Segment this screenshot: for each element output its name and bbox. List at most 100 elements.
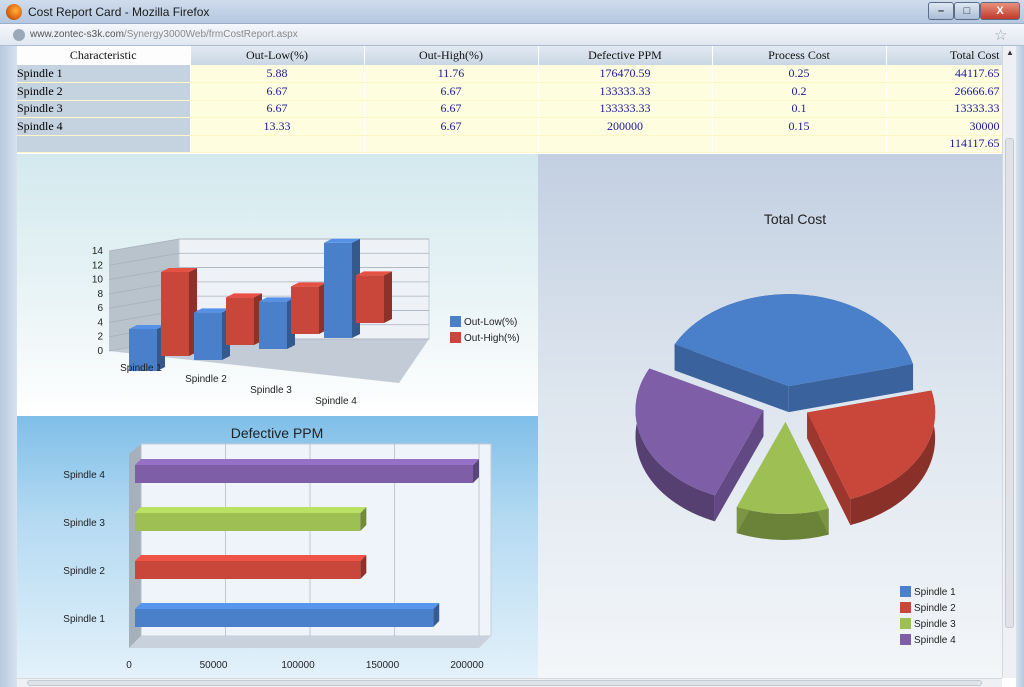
table-cell: 6.67 [190, 100, 365, 118]
bar-out-high [161, 272, 189, 356]
bar-defective-ppm-end [433, 603, 440, 627]
window-titlebar: Cost Report Card - Mozilla Firefox – □ X [0, 0, 1024, 24]
table-cell: 6.67 [190, 82, 365, 101]
col-header: Defective PPM [538, 46, 713, 65]
table-cell: 5.88 [190, 65, 365, 83]
table-cell: 133333.33 [538, 100, 713, 118]
vertical-scrollbar[interactable]: ▲ [1002, 46, 1016, 678]
minimize-button[interactable]: – [928, 2, 954, 20]
table-cell: 0.2 [712, 82, 887, 101]
table-row: Spindle 2 6.67 6.67 133333.33 0.2 26666.… [17, 82, 1002, 101]
scroll-up-icon[interactable]: ▲ [1006, 48, 1014, 57]
y-tick-label: 8 [97, 289, 103, 300]
col-header: Out-Low(%) [190, 46, 365, 65]
legend-label: Out-High(%) [464, 333, 520, 344]
legend-label: Out-Low(%) [464, 317, 517, 328]
firefox-icon [6, 4, 22, 20]
horizontal-scrollbar[interactable] [17, 678, 1002, 687]
table-cell: 11.76 [364, 65, 539, 83]
bar-defective-ppm-top [135, 459, 479, 465]
table-cell [538, 135, 713, 153]
bar-out-high-top [161, 268, 197, 272]
bookmark-star-icon[interactable]: ☆ [994, 27, 1008, 44]
defective-ppm-chart: Defective PPM 0 50000 100000 150000 200000 Spi… [63, 425, 492, 671]
address-bar[interactable]: www.zontec-s3k.com/Synergy3000Web/frmCos… [0, 24, 1024, 46]
legend-label: Spindle 2 [914, 603, 956, 614]
bar-defective-ppm-top [135, 507, 367, 513]
total-cost-chart-panel: Total Cost Spindle 1 Spindle 2 Spindle 3 Spi… [538, 154, 1002, 678]
pie-slice [635, 368, 764, 496]
vertical-scroll-thumb[interactable] [1005, 138, 1014, 628]
globe-icon [13, 29, 25, 41]
bar-out-low [194, 312, 222, 360]
col-header: Characteristic [17, 46, 191, 65]
chart-title: Defective PPM [231, 425, 324, 441]
table-cell: 176470.59 [538, 65, 713, 83]
legend-label: Spindle 3 [914, 619, 956, 630]
bar-defective-ppm [135, 609, 434, 627]
bar-out-low [129, 329, 157, 371]
legend-label: Spindle 4 [914, 635, 956, 646]
row-label: Spindle 3 [17, 100, 191, 118]
table-cell: 6.67 [364, 100, 539, 118]
bar-out-low [324, 242, 352, 338]
bar-defective-ppm [135, 465, 473, 483]
table-cell: 200000 [538, 117, 713, 136]
bar-defective-ppm [135, 561, 361, 579]
row-label: Spindle 2 [17, 82, 191, 101]
pie-slice-side [850, 390, 936, 526]
table-cell: 133333.33 [538, 82, 713, 101]
pie-slice-wall [807, 412, 851, 526]
bar-defective-ppm-top [135, 555, 367, 561]
x-tick-label: 150000 [366, 660, 400, 671]
y-tick-label: Spindle 4 [63, 470, 105, 481]
pie-slice-wall [788, 364, 914, 413]
y-tick-label: Spindle 3 [63, 518, 105, 529]
col-header: Out-High(%) [364, 46, 539, 65]
table-cell [712, 135, 887, 153]
bar-out-high-side [384, 271, 392, 323]
page-content: Characteristic Out-Low(%) Out-High(%) De… [17, 46, 1002, 678]
chart-side-wall [129, 444, 141, 648]
y-tick-label: Spindle 2 [63, 566, 105, 577]
legend-label: Spindle 1 [914, 587, 956, 598]
table-cell: 6.67 [364, 82, 539, 101]
horizontal-scroll-thumb[interactable] [27, 680, 982, 686]
url-text[interactable]: www.zontec-s3k.com/Synergy3000Web/frmCos… [30, 29, 298, 40]
bar-out-high-top [291, 282, 327, 287]
x-tick-label: 100000 [281, 660, 315, 671]
y-tick-label: 4 [97, 317, 103, 328]
x-tick-label: Spindle 1 [120, 363, 162, 374]
bar-out-high [226, 297, 254, 345]
close-button[interactable]: X [980, 2, 1020, 20]
bar-defective-ppm-end [360, 507, 367, 531]
out-percent-chart-panel: 0 2 4 6 8 10 12 14 Spindle 1 Spindle 2 Spindle 3 Sp… [17, 154, 538, 416]
table-cell: 44117.65 [886, 65, 1002, 83]
defective-ppm-chart-panel: Defective PPM 0 50000 100000 150000 200000 Spi… [17, 416, 538, 678]
bar-out-low-top [129, 325, 165, 329]
table-cell: 30000 [886, 117, 1002, 136]
maximize-button[interactable]: □ [954, 2, 980, 20]
legend-swatch [900, 602, 911, 613]
table-row: Spindle 1 5.88 11.76 176470.59 0.25 4411… [17, 65, 1002, 83]
bar-defective-ppm-end [473, 459, 479, 483]
pie-slice-side [736, 507, 829, 540]
col-header: Process Cost [712, 46, 887, 65]
legend-swatch [450, 332, 461, 343]
table-total-row: 114117.65 [17, 135, 1002, 153]
x-tick-label: Spindle 4 [315, 396, 357, 407]
bar-out-low [259, 301, 287, 349]
y-tick-label: Spindle 1 [63, 614, 105, 625]
table-cell: 26666.67 [886, 82, 1002, 101]
row-label [17, 135, 191, 153]
table-cell: 0.25 [712, 65, 887, 83]
table-row: Spindle 3 6.67 6.67 133333.33 0.1 13333.… [17, 100, 1002, 118]
window-left-border [0, 46, 17, 687]
bar-out-low-top [259, 297, 295, 302]
col-header: Total Cost [886, 46, 1002, 65]
legend-swatch [900, 618, 911, 629]
window-right-border [1016, 46, 1024, 687]
x-tick-label: 0 [126, 660, 132, 671]
legend-swatch [900, 586, 911, 597]
pie-slice [736, 421, 829, 514]
